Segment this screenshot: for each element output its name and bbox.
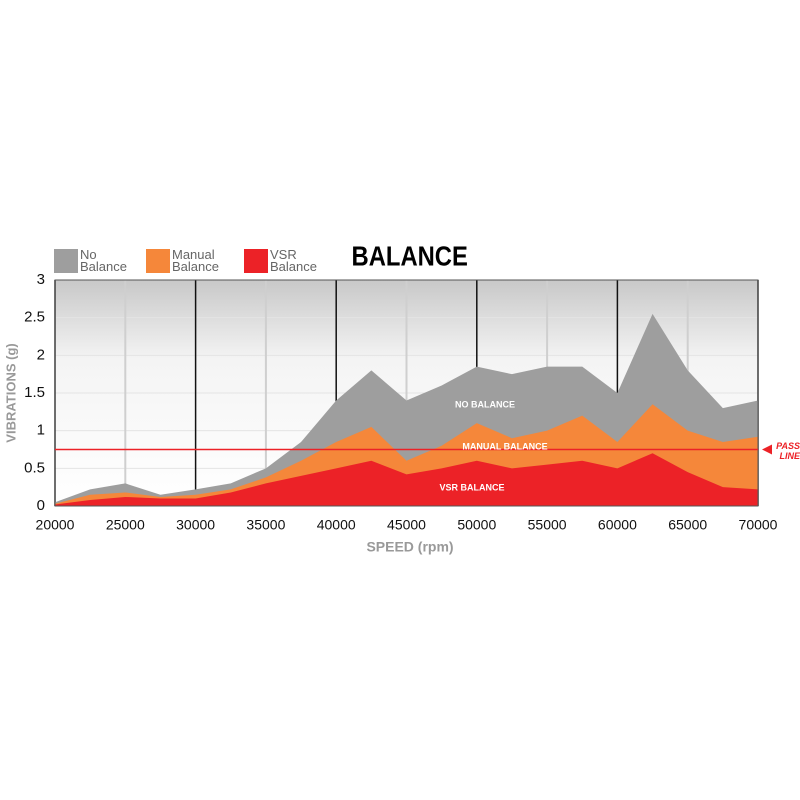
y-tick-label: 0 (37, 497, 45, 514)
legend-label: Manual Balance (172, 247, 219, 274)
x-tick-label: 20000 (36, 517, 75, 533)
legend-swatch (54, 249, 78, 273)
x-tick-label: 40000 (317, 517, 356, 533)
y-tick-label: 1 (37, 422, 45, 439)
x-tick-label: 70000 (739, 517, 778, 533)
area-label: NO BALANCE (455, 399, 515, 409)
x-tick-label: 35000 (246, 517, 285, 533)
x-tick-label: 45000 (387, 517, 426, 533)
pass-line-label: PASS LINE (776, 441, 800, 461)
legend-swatch (244, 249, 268, 273)
y-tick-label: 1.5 (24, 384, 45, 401)
x-tick-label: 55000 (528, 517, 567, 533)
x-tick-label: 60000 (598, 517, 637, 533)
y-axis-label: VIBRATIONS (g) (3, 343, 18, 442)
area-label: VSR BALANCE (439, 482, 504, 492)
y-tick-label: 2 (37, 346, 45, 363)
legend-label: No Balance (80, 247, 127, 274)
pass-arrow (762, 444, 772, 455)
legend-swatch (146, 249, 170, 273)
area (55, 453, 758, 506)
area-label: MANUAL BALANCE (462, 441, 547, 451)
chart-title: BALANCE (352, 240, 468, 272)
plot-frame (54, 279, 759, 507)
y-tick-label: 3 (37, 271, 45, 288)
x-tick-label: 30000 (176, 517, 215, 533)
y-tick-label: 0.5 (24, 459, 45, 476)
y-tick-label: 2.5 (24, 309, 45, 326)
x-axis-label: SPEED (rpm) (366, 539, 453, 555)
x-tick-label: 25000 (106, 517, 145, 533)
x-tick-label: 65000 (668, 517, 707, 533)
x-tick-label: 50000 (457, 517, 496, 533)
legend-label: VSR Balance (270, 247, 317, 274)
